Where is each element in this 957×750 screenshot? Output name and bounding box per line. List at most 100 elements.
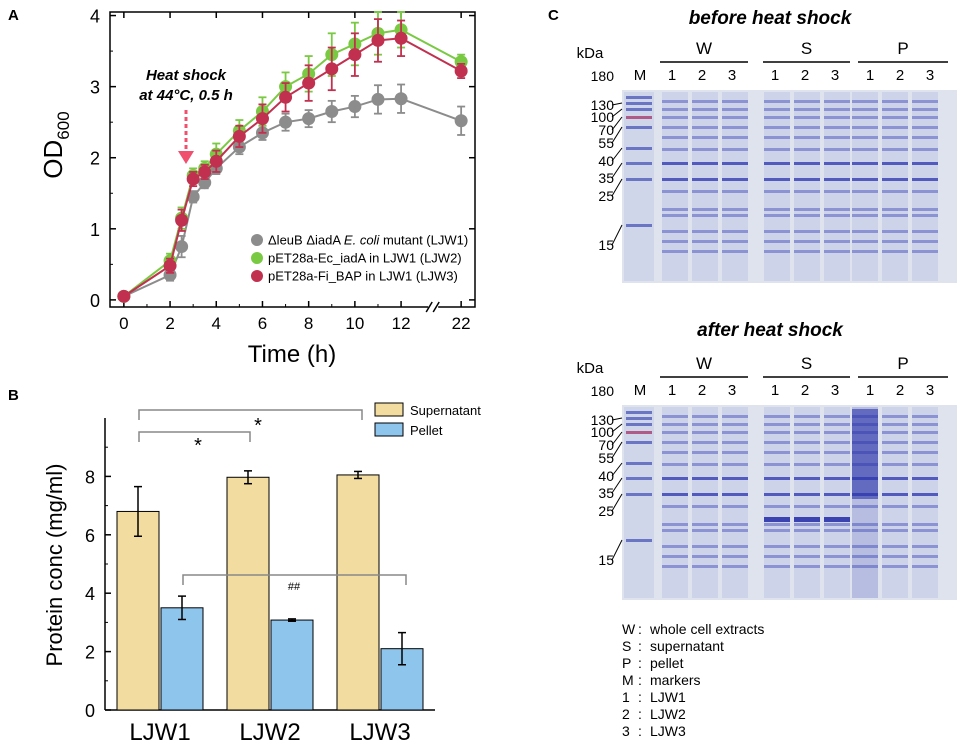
panel-c-gels: before heat shock after heat shock kDaMW…	[577, 8, 957, 739]
marker-kda-label: 70	[598, 122, 614, 138]
key-desc: supernatant	[650, 638, 724, 654]
gel-background	[622, 90, 957, 283]
data-point	[163, 268, 177, 282]
protein-band	[722, 126, 748, 129]
sample-lane	[912, 407, 938, 598]
protein-band	[824, 148, 850, 151]
sig-hash-pellet: ##	[288, 581, 301, 593]
marker-kda-label: 15	[598, 237, 614, 253]
data-point	[209, 154, 223, 168]
protein-band	[912, 523, 938, 526]
protein-band	[912, 250, 938, 253]
protein-band	[882, 565, 908, 568]
protein-band	[852, 178, 878, 181]
key-code: 1	[622, 689, 630, 705]
protein-band	[824, 100, 850, 103]
heat-shock-label-line1: Heat shock	[146, 67, 227, 84]
sample-lane	[794, 407, 820, 598]
marker-kda-label: 180	[591, 68, 615, 84]
protein-band	[912, 178, 938, 181]
panel-b-axes: 0 2 4 6 8	[85, 418, 435, 721]
data-point	[394, 92, 408, 106]
data-point	[348, 48, 362, 62]
kda-label: kDa	[577, 45, 604, 62]
protein-band	[882, 250, 908, 253]
lane-number: 2	[896, 382, 904, 399]
protein-band	[912, 529, 938, 532]
protein-band	[794, 178, 820, 181]
heat-shock-label-line2: at 44°C, 0.5 h	[139, 87, 233, 104]
protein-band	[912, 463, 938, 466]
panel-b-bars: LJW1 LJW2 LJW3	[116, 470, 424, 746]
protein-band	[794, 136, 820, 139]
protein-band	[882, 162, 908, 165]
protein-band	[882, 555, 908, 558]
protein-band	[794, 214, 820, 217]
protein-band	[722, 423, 748, 426]
protein-band	[722, 230, 748, 233]
protein-band	[794, 477, 820, 480]
legend-text: ΔleuB ΔiadA	[268, 233, 344, 248]
protein-band	[662, 230, 688, 233]
marker-kda-label: 180	[591, 383, 615, 399]
sig-star-ljw1-ljw2: *	[194, 435, 202, 457]
protein-band	[824, 116, 850, 119]
sample-lane	[722, 92, 748, 281]
protein-band	[722, 250, 748, 253]
protein-band	[824, 423, 850, 426]
y-tick-label: 2	[85, 643, 95, 663]
protein-band	[852, 208, 878, 211]
protein-band	[824, 505, 850, 508]
protein-band	[794, 190, 820, 193]
protein-band	[662, 240, 688, 243]
marker-kda-label: 35	[598, 170, 614, 186]
protein-band	[764, 178, 790, 181]
protein-band	[794, 126, 820, 129]
panel-a-xlabel: Time (h)	[248, 341, 336, 368]
protein-band	[722, 523, 748, 526]
protein-band-strong	[764, 517, 790, 522]
panel-letter-b: B	[8, 387, 19, 404]
data-point	[163, 259, 177, 273]
protein-band	[692, 529, 718, 532]
protein-band	[794, 208, 820, 211]
legend-text: pET28a-Fi_BAP in LJW1 (LJW3)	[268, 269, 458, 284]
x-tick-label: 6	[258, 314, 267, 333]
protein-band	[662, 505, 688, 508]
protein-band	[794, 116, 820, 119]
protein-band	[852, 190, 878, 193]
protein-band	[794, 240, 820, 243]
marker-band	[626, 477, 652, 480]
protein-band	[662, 441, 688, 444]
protein-band	[882, 545, 908, 548]
protein-band	[912, 116, 938, 119]
marker-kda-label: 25	[598, 503, 614, 519]
data-point	[198, 165, 212, 179]
protein-band	[912, 240, 938, 243]
protein-band	[824, 162, 850, 165]
protein-band	[692, 463, 718, 466]
protein-band	[882, 423, 908, 426]
protein-band	[722, 162, 748, 165]
protein-band	[912, 415, 938, 418]
protein-band	[662, 463, 688, 466]
protein-band	[764, 555, 790, 558]
axis-break-gap	[428, 301, 439, 313]
bar	[226, 476, 270, 711]
protein-band	[824, 250, 850, 253]
data-point	[255, 112, 269, 126]
protein-band	[794, 441, 820, 444]
protein-band	[662, 208, 688, 211]
protein-band	[882, 230, 908, 233]
protein-band	[912, 126, 938, 129]
protein-band	[662, 250, 688, 253]
protein-band	[692, 250, 718, 253]
protein-band	[662, 178, 688, 181]
protein-band	[824, 529, 850, 532]
protein-band	[882, 505, 908, 508]
lane-m-label: M	[634, 67, 647, 84]
protein-band	[852, 100, 878, 103]
protein-band	[794, 162, 820, 165]
